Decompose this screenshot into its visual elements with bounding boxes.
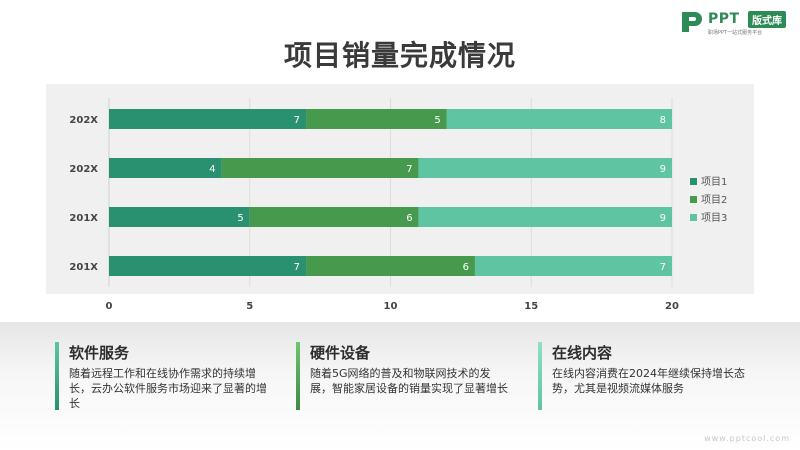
brand-logo: PPT 版式库 职场PPT一站式服务平台 [680, 8, 795, 38]
x-tick-label: 15 [524, 301, 538, 312]
category-label: 201X [69, 262, 98, 273]
card-title: 在线内容 [552, 344, 613, 362]
data-label: 5 [237, 213, 243, 224]
legend-swatch [690, 178, 697, 185]
card-title: 硬件设备 [310, 344, 371, 362]
card-accent-bar [55, 342, 59, 410]
category-label: 202X [69, 115, 98, 126]
x-tick-label: 20 [665, 301, 679, 312]
data-label: 4 [209, 164, 215, 175]
data-label: 6 [463, 262, 469, 273]
bar-segment [418, 207, 672, 227]
bar-segment [306, 256, 475, 276]
x-tick-label: 0 [106, 301, 113, 312]
data-label: 7 [660, 262, 666, 273]
legend-label: 项目2 [701, 194, 727, 206]
bar-segment [418, 158, 672, 178]
data-label: 7 [294, 262, 300, 273]
bar-segment [306, 109, 447, 129]
bar-segment [109, 256, 307, 276]
bar-segment [109, 109, 307, 129]
logo-icon [682, 12, 702, 32]
card-online-content: 在线内容 在线内容消费在2024年继续保持增长态势，尤其是视频流媒体服务 [538, 342, 748, 412]
x-tick-label: 5 [246, 301, 253, 312]
bar-segment [109, 207, 250, 227]
category-label: 201X [69, 213, 98, 224]
page-title: 项目销量完成情况 [283, 39, 516, 72]
logo-tagline: 职场PPT一站式服务平台 [708, 30, 763, 36]
bar-segment [446, 109, 672, 129]
stacked-bar-chart: 202X 7 5 8 202X 4 7 9 201X 5 6 9 201X 7 6 7 0 5 10 15 20 项目1 项… [69, 98, 727, 312]
bar-segment [474, 256, 672, 276]
data-label: 9 [660, 164, 666, 175]
logo-badge: 版式库 [748, 11, 786, 28]
data-label: 7 [294, 115, 300, 126]
floor-background [0, 322, 800, 450]
bar-segment [249, 207, 419, 227]
data-label: 7 [406, 164, 412, 175]
legend-swatch [690, 196, 697, 203]
bar-segment [109, 158, 222, 178]
card-software: 软件服务 随着远程工作和在线协作需求的持续增长，云办公软件服务市场迎来了显著的增… [55, 342, 267, 412]
card-description: 随着远程工作和在线协作需求的持续增长，云办公软件服务市场迎来了显著的增长 [69, 367, 267, 410]
legend-label: 项目1 [701, 176, 727, 188]
category-label: 202X [69, 164, 98, 175]
watermark: www.pptcool.com [704, 434, 790, 443]
card-description: 在线内容消费在2024年继续保持增长态势，尤其是视频流媒体服务 [552, 367, 745, 395]
data-label: 5 [434, 115, 440, 126]
card-hardware: 硬件设备 随着5G网络的普及和物联网技术的发展，智能家居设备的销量实现了显著增长 [296, 342, 508, 412]
card-accent-bar [296, 342, 300, 410]
card-accent-bar [538, 342, 542, 410]
card-description: 随着5G网络的普及和物联网技术的发展，智能家居设备的销量实现了显著增长 [310, 367, 508, 395]
x-tick-label: 10 [384, 301, 398, 312]
data-label: 6 [406, 213, 412, 224]
logo-brand-text: PPT [708, 11, 740, 27]
bar-segment [221, 158, 419, 178]
legend-swatch [690, 214, 697, 221]
data-label: 8 [660, 115, 666, 126]
data-label: 9 [660, 213, 666, 224]
legend-label: 项目3 [701, 212, 727, 224]
card-title: 软件服务 [69, 344, 130, 362]
